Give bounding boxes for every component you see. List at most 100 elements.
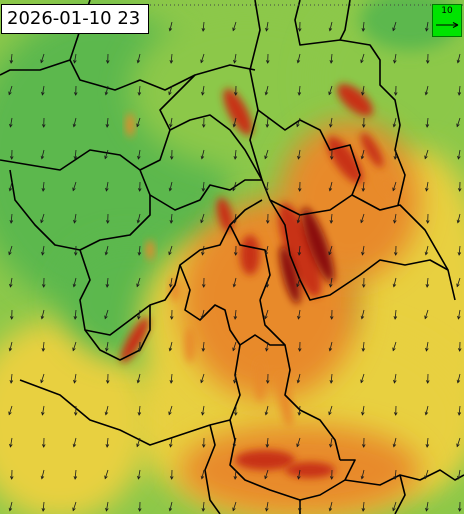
- wind-arrow: [8, 501, 13, 512]
- wind-arrow: [457, 501, 462, 512]
- wind-arrow: [233, 53, 237, 64]
- wind-arrow: [264, 309, 269, 320]
- wind-arrow: [168, 181, 173, 192]
- wind-arrow: [233, 373, 237, 384]
- border-line: [159, 74, 196, 131]
- wind-arrow: [105, 501, 109, 512]
- wind-arrow: [392, 181, 397, 192]
- wind-arrow: [169, 373, 174, 384]
- wind-arrow: [360, 373, 365, 384]
- wind-arrow: [201, 437, 206, 448]
- wind-arrow: [73, 85, 78, 96]
- wind-arrow: [297, 85, 302, 96]
- wind-arrow: [328, 21, 333, 32]
- wind-arrow: [393, 53, 397, 64]
- wind-arrow: [425, 21, 429, 32]
- field-streak: [279, 245, 301, 305]
- wind-arrow: [73, 469, 78, 480]
- wind-arrow: [456, 277, 461, 288]
- timestamp-label: 2026-01-10 23: [1, 4, 149, 34]
- wind-arrow: [329, 309, 334, 320]
- wind-arrow: [201, 501, 206, 512]
- wind-arrow: [328, 85, 333, 96]
- wind-arrow: [40, 53, 45, 64]
- wind-arrow: [328, 245, 333, 256]
- wind-arrow: [425, 501, 429, 512]
- wind-arrow: [297, 245, 302, 256]
- wind-arrow: [72, 181, 77, 192]
- border-line: [259, 299, 341, 461]
- wind-arrow: [9, 53, 14, 64]
- field-streak: [285, 462, 335, 478]
- wind-arrow: [40, 149, 45, 160]
- wind-arrow: [41, 341, 46, 352]
- wind-arrow: [137, 341, 142, 352]
- wind-arrow: [297, 469, 301, 480]
- wind-arrow: [41, 405, 45, 416]
- wind-arrow: [361, 21, 366, 32]
- border-line: [204, 424, 221, 514]
- border-line: [344, 469, 464, 486]
- wind-arrow: [169, 117, 173, 128]
- wind-arrow: [297, 405, 302, 416]
- wind-arrow: [329, 277, 333, 288]
- wind-arrow: [457, 181, 462, 192]
- wind-arrow: [297, 309, 301, 320]
- border-line: [294, 0, 406, 206]
- wind-arrow: [136, 117, 141, 128]
- wind-arrow: [168, 405, 173, 416]
- wind-arrow: [424, 469, 429, 480]
- wind-arrow: [105, 117, 110, 128]
- wind-arrow: [137, 85, 142, 96]
- wind-arrow: [456, 213, 461, 224]
- wind-arrow: [137, 149, 141, 160]
- wind-arrow: [425, 117, 430, 128]
- wind-speed-legend: 10: [432, 4, 462, 37]
- wind-arrow: [137, 405, 142, 416]
- wind-arrow: [457, 341, 462, 352]
- wind-arrow: [201, 341, 206, 352]
- wind-arrow: [265, 373, 270, 384]
- wind-arrow: [456, 53, 461, 64]
- wind-arrow: [296, 437, 301, 448]
- wind-arrow: [232, 437, 237, 448]
- wind-arrow: [265, 181, 269, 192]
- wind-arrow: [361, 277, 366, 288]
- wind-arrow: [73, 405, 78, 416]
- wind-arrow: [424, 405, 429, 416]
- wind-arrow: [265, 501, 269, 512]
- wind-arrow: [104, 149, 109, 160]
- wind-arrow: [105, 53, 110, 64]
- wind-arrow: [232, 277, 237, 288]
- wind-arrow: [233, 213, 237, 224]
- wind-arrow: [328, 341, 333, 352]
- wind-arrow: [233, 149, 238, 160]
- wind-arrow: [361, 85, 365, 96]
- border-line: [84, 305, 151, 361]
- field-streak: [126, 113, 134, 137]
- wind-arrow: [233, 245, 238, 256]
- wind-arrow: [392, 117, 397, 128]
- wind-arrow: [329, 469, 334, 480]
- wind-arrow: [297, 181, 302, 192]
- wind-arrow: [169, 53, 174, 64]
- wind-arrow: [360, 309, 365, 320]
- wind-arrow: [232, 21, 237, 32]
- wind-arrow: [297, 501, 302, 512]
- border-line: [139, 169, 262, 211]
- wind-arrow: [168, 245, 173, 256]
- wind-arrow: [297, 341, 302, 352]
- wind-arrow: [105, 277, 110, 288]
- wind-arrow: [329, 117, 333, 128]
- wind-arrow: [329, 373, 334, 384]
- wind-arrow: [104, 469, 109, 480]
- wind-arrow: [9, 277, 13, 288]
- wind-arrow: [425, 341, 429, 352]
- wind-arrow: [168, 21, 173, 32]
- wind-arrow: [360, 469, 365, 480]
- wind-arrow: [457, 405, 462, 416]
- wind-arrow: [425, 53, 430, 64]
- wind-arrow: [328, 501, 333, 512]
- wind-arrow: [393, 309, 398, 320]
- wind-arrow: [456, 373, 461, 384]
